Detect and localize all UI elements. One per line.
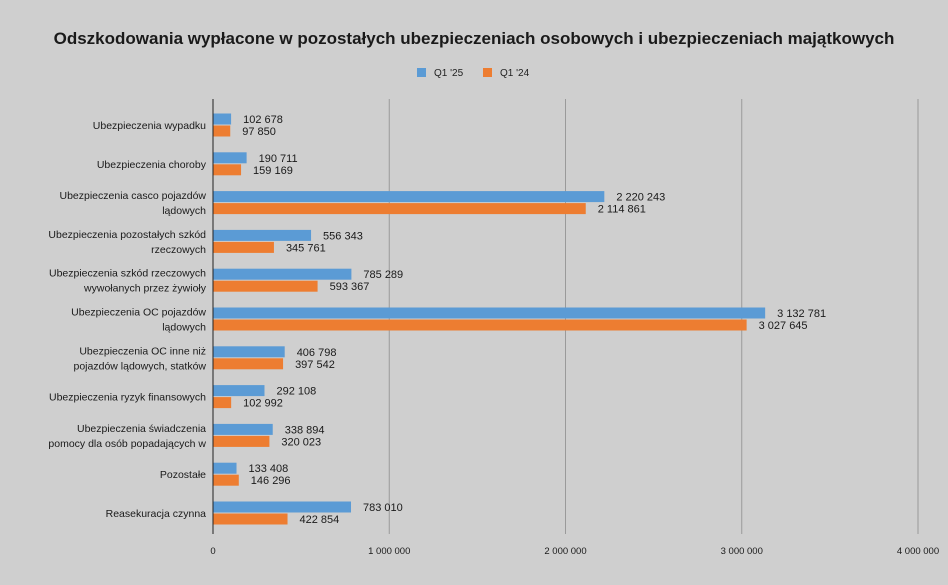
bar-q1-24 bbox=[213, 241, 274, 253]
bar-q1-24 bbox=[213, 319, 747, 331]
x-tick-label: 4 000 000 bbox=[897, 546, 939, 557]
category-label: Ubezpieczenia OC inne niż pojazdów lądowy… bbox=[74, 345, 207, 372]
data-label: 785 289 bbox=[363, 269, 403, 281]
category-label: Ubezpieczenia casco pojazdów lądowych bbox=[59, 190, 206, 217]
data-label: 345 761 bbox=[286, 242, 326, 254]
data-label: 3 132 781 bbox=[777, 308, 826, 320]
bar-q1-24 bbox=[213, 397, 232, 409]
category-label: Ubezpieczenia świadczenia pomocy dla osób… bbox=[48, 423, 206, 450]
legend: Q1 '25 Q1 '24 bbox=[417, 68, 530, 79]
x-axis-ticks: 0 1 000 000 2 000 000 3 000 000 4 000 000 bbox=[210, 546, 939, 557]
data-label: 338 894 bbox=[285, 424, 325, 436]
category-label: Reasekuracja czynna bbox=[106, 508, 207, 520]
data-label: 97 850 bbox=[242, 126, 276, 138]
bar-q1-24 bbox=[213, 164, 242, 176]
bar-q1-25 bbox=[213, 462, 237, 474]
category-label: Ubezpieczenia pozostałych szkód rzeczowyc… bbox=[48, 229, 206, 256]
data-label: 3 027 645 bbox=[759, 320, 808, 332]
bar-q1-25 bbox=[213, 229, 312, 241]
data-label: 133 408 bbox=[249, 463, 289, 475]
bar-q1-25 bbox=[213, 152, 247, 164]
category-label: Ubezpieczenia wypadku bbox=[93, 120, 206, 132]
bar-q1-25 bbox=[213, 307, 766, 319]
bars bbox=[213, 113, 766, 525]
bar-q1-25 bbox=[213, 423, 273, 435]
bar-q1-24 bbox=[213, 358, 284, 370]
data-label: 292 108 bbox=[276, 386, 316, 398]
bar-q1-24 bbox=[213, 280, 318, 292]
category-labels: Ubezpieczenia wypadku Ubezpieczenia choro… bbox=[48, 120, 206, 520]
bar-q1-25 bbox=[213, 113, 232, 125]
legend-label-0: Q1 '25 bbox=[434, 68, 464, 79]
x-tick-label: 0 bbox=[210, 546, 215, 557]
data-label: 783 010 bbox=[363, 502, 403, 514]
data-label: 397 542 bbox=[295, 359, 335, 371]
bar-q1-25 bbox=[213, 268, 352, 280]
bar-q1-25 bbox=[213, 385, 265, 397]
data-label: 190 711 bbox=[259, 153, 298, 165]
bar-q1-24 bbox=[213, 203, 586, 215]
bar-q1-25 bbox=[213, 501, 352, 513]
bar-q1-24 bbox=[213, 125, 231, 137]
data-label: 406 798 bbox=[297, 347, 337, 359]
data-label: 556 343 bbox=[323, 230, 363, 242]
category-label: Ubezpieczenia OC pojazdów lądowych bbox=[71, 307, 206, 334]
data-label: 159 169 bbox=[253, 165, 293, 177]
data-label: 146 296 bbox=[251, 475, 291, 487]
data-label: 422 854 bbox=[300, 514, 340, 526]
data-label: 2 114 861 bbox=[598, 204, 646, 216]
bar-q1-24 bbox=[213, 474, 239, 486]
category-label: Pozostałe bbox=[160, 469, 206, 481]
category-label: Ubezpieczenia ryzyk finansowych bbox=[49, 392, 206, 404]
category-label: Ubezpieczenia choroby bbox=[97, 159, 207, 171]
data-label: 102 678 bbox=[243, 114, 283, 126]
data-label: 320 023 bbox=[281, 436, 321, 448]
x-tick-label: 3 000 000 bbox=[721, 546, 763, 557]
legend-swatch-0 bbox=[417, 68, 426, 77]
data-label: 593 367 bbox=[330, 281, 370, 293]
bar-q1-25 bbox=[213, 346, 285, 358]
x-tick-label: 2 000 000 bbox=[544, 546, 586, 557]
legend-label-1: Q1 '24 bbox=[500, 68, 530, 79]
category-label: Ubezpieczenia szkód rzeczowych wywołanych… bbox=[49, 268, 207, 295]
x-tick-label: 1 000 000 bbox=[368, 546, 410, 557]
data-label: 102 992 bbox=[243, 398, 283, 410]
chart-title: Odszkodowania wypłacone w pozostałych ub… bbox=[54, 29, 895, 48]
bar-q1-25 bbox=[213, 191, 605, 203]
data-label: 2 220 243 bbox=[616, 192, 665, 204]
bar-q1-24 bbox=[213, 513, 288, 525]
bar-q1-24 bbox=[213, 435, 270, 447]
legend-swatch-1 bbox=[483, 68, 492, 77]
